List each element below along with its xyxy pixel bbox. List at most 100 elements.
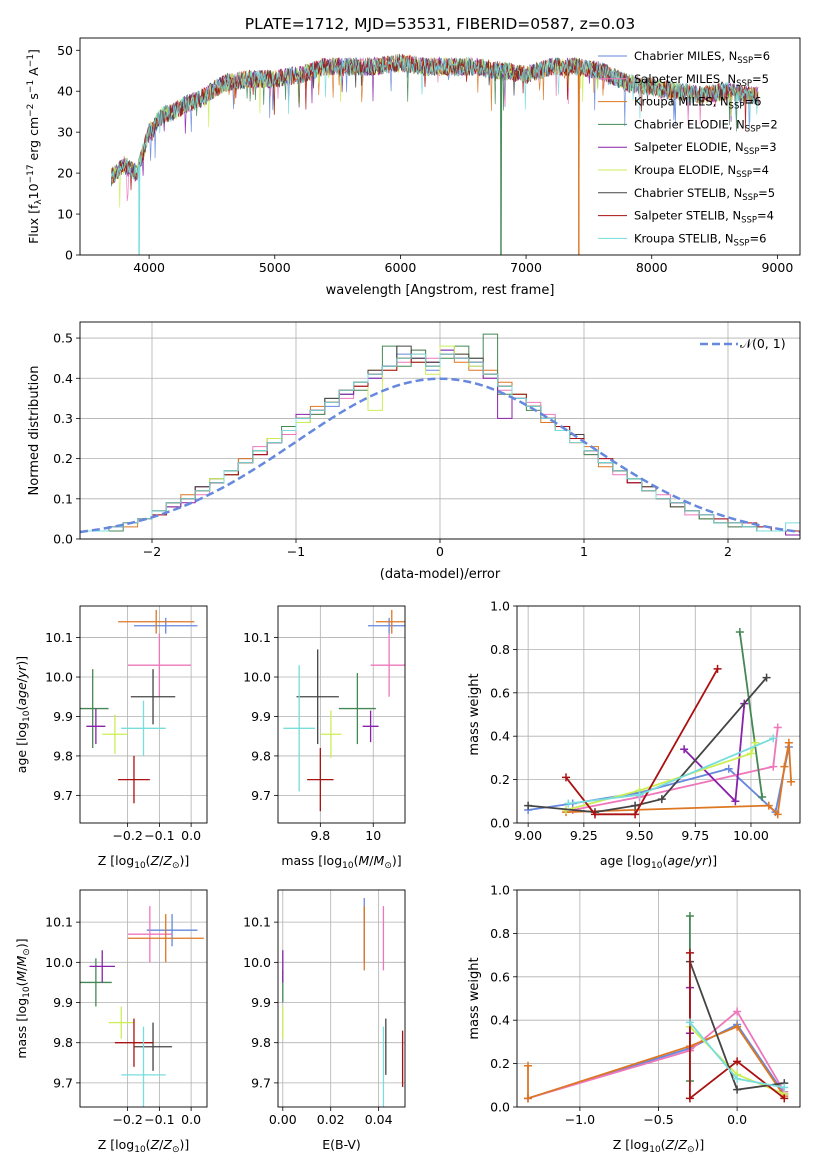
mw-marker	[524, 1061, 533, 1070]
mw-marker	[590, 810, 599, 819]
x-axis-label: E(B-V)	[322, 1137, 361, 1152]
mw-marker	[733, 1085, 742, 1094]
mass_vs_EBV-axes: 0.00 0.02 0.04 9.7 9.8 9.9 10.0 10.1	[243, 890, 405, 1127]
y-tick-label: 0.5	[53, 331, 73, 346]
mw-line-salpeter-miles	[572, 727, 779, 811]
mw-marker	[680, 745, 689, 754]
age_vs_mass-frame	[277, 605, 406, 824]
y-tick-label: 0.2	[490, 1056, 510, 1071]
residuals-axes: −2 −1 0 1 2 0.0 0.1 0.2 0.3 0.4 0.5	[53, 322, 800, 559]
residuals-frame	[79, 321, 801, 540]
mw-marker	[731, 797, 740, 806]
y-tick-label: 9.7	[53, 1075, 73, 1090]
y-tick-label: 0.1	[53, 491, 73, 506]
massweight_vs_Z-lines	[524, 912, 789, 1103]
y-tick-label: 0.3	[53, 411, 73, 426]
y-tick-label: 0.4	[490, 729, 510, 744]
y-tick-label: 20	[57, 166, 73, 181]
x-tick-label: −0.2	[112, 828, 142, 843]
y-tick-label: 0.8	[490, 926, 510, 941]
mw-marker	[769, 762, 778, 771]
mw-marker	[635, 790, 644, 799]
age_vs_mass-points	[283, 609, 405, 812]
x-tick-label: −0.1	[144, 828, 174, 843]
x-tick-label: 9.50	[626, 828, 654, 843]
x-tick-label: 0.0	[727, 1112, 747, 1127]
mass_vs_Z-axes: −0.2 −0.1 0.0 9.7 9.8 9.9 10.0 10.1	[45, 890, 207, 1127]
mw-marker	[780, 762, 789, 771]
mw-line-chabrier-elodie	[738, 631, 763, 798]
x-tick-label: 9000	[761, 260, 793, 275]
massweight_vs_age-lines	[524, 628, 796, 819]
mw-marker	[764, 801, 773, 810]
mw-marker	[631, 801, 640, 810]
mw-line-salpeter-stelib	[565, 668, 719, 816]
mass_vs_Z-points	[80, 906, 204, 1107]
mw-marker	[780, 1094, 789, 1103]
legend-label: Kroupa MILES, NSSP=6	[634, 95, 761, 112]
mass_vs_EBV-points	[282, 898, 404, 1107]
mw-marker	[657, 795, 666, 804]
age_vs_Z-points	[80, 609, 198, 804]
x-tick-label: 10	[365, 828, 381, 843]
x-tick-label: 2	[724, 544, 732, 559]
mw-line-chabrier-miles	[527, 746, 790, 814]
y-tick-label: 0.6	[490, 685, 510, 700]
mass_vs_EBV-frame	[277, 889, 406, 1108]
x-tick-label: 9.8	[310, 828, 330, 843]
mw-marker	[685, 1018, 694, 1027]
y-tick-label: 10.0	[243, 955, 271, 970]
legend-label: Chabrier ELODIE, NSSP=2	[634, 117, 778, 134]
spectrum-axes: 4000 5000 6000 7000 8000 9000 0 10 20 30 40 50	[57, 43, 793, 275]
mw-marker	[784, 738, 793, 747]
massweight_vs_Z-axes: −1.0 −0.5 0.0 0.0 0.2 0.4 0.6 0.8 1.0	[490, 883, 800, 1127]
x-axis-label: (data-model)/error	[380, 567, 501, 582]
y-tick-label: 0.0	[490, 1100, 510, 1115]
y-tick-label: 0.2	[490, 772, 510, 787]
legend-normal-label: 𝒩(0, 1)	[740, 336, 786, 351]
mw-marker	[733, 1022, 742, 1031]
y-tick-label: 9.7	[53, 788, 73, 803]
x-tick-label: −1.0	[565, 1112, 595, 1127]
x-tick-label: 0	[436, 544, 444, 559]
legend-label: Chabrier MILES, NSSP=6	[634, 49, 770, 66]
normal-curve	[80, 377, 800, 534]
age_vs_Z-axes: −0.2 −0.1 0.0 9.7 9.8 9.9 10.0 10.1	[45, 606, 207, 843]
mw-marker	[773, 810, 782, 819]
legend-label: Salpeter MILES, NSSP=5	[634, 72, 769, 89]
y-tick-label: 0.0	[53, 532, 73, 547]
mw-marker	[685, 948, 694, 957]
x-tick-label: 7000	[510, 260, 542, 275]
y-tick-label: 9.8	[53, 1035, 73, 1050]
y-tick-label: 9.8	[53, 748, 73, 763]
y-tick-label: 0.2	[53, 451, 73, 466]
x-tick-label: −0.1	[144, 1112, 174, 1127]
residual-hists	[80, 333, 800, 539]
y-tick-label: 10.1	[243, 630, 271, 645]
x-tick-label: 5000	[259, 260, 291, 275]
mw-marker	[733, 1007, 742, 1016]
mw-marker	[524, 1094, 533, 1103]
figure-title: PLATE=1712, MJD=53531, FIBERID=0587, z=0…	[245, 15, 635, 33]
y-tick-label: 0.0	[490, 816, 510, 831]
mw-marker	[780, 1083, 789, 1092]
mw-line-salpeter-miles	[527, 1010, 786, 1100]
y-tick-label: 10.1	[243, 915, 271, 930]
y-axis-label: Flux [fλ10−17 erg cm−2 s−1 A−1]	[26, 49, 44, 244]
y-tick-label: 50	[57, 43, 73, 58]
x-tick-label: 4000	[133, 260, 165, 275]
x-axis-label: Z [log10(Z/Z⊙)]	[613, 1137, 705, 1155]
spectrum-frame	[79, 37, 801, 256]
legend-label: Salpeter STELIB, NSSP=4	[634, 209, 774, 226]
y-axis-label: mass weight	[467, 957, 482, 1039]
x-tick-label: 0.0	[181, 828, 201, 843]
x-tick-label: 9.00	[514, 828, 542, 843]
y-tick-label: 10.1	[45, 630, 73, 645]
x-axis-label: Z [log10(Z/Z⊙)]	[98, 853, 190, 871]
x-tick-label: −0.2	[112, 1112, 142, 1127]
x-tick-label: 8000	[636, 260, 668, 275]
massweight_vs_age-frame	[516, 605, 801, 824]
mw-marker	[724, 764, 733, 773]
x-tick-label: 0.00	[269, 1112, 297, 1127]
